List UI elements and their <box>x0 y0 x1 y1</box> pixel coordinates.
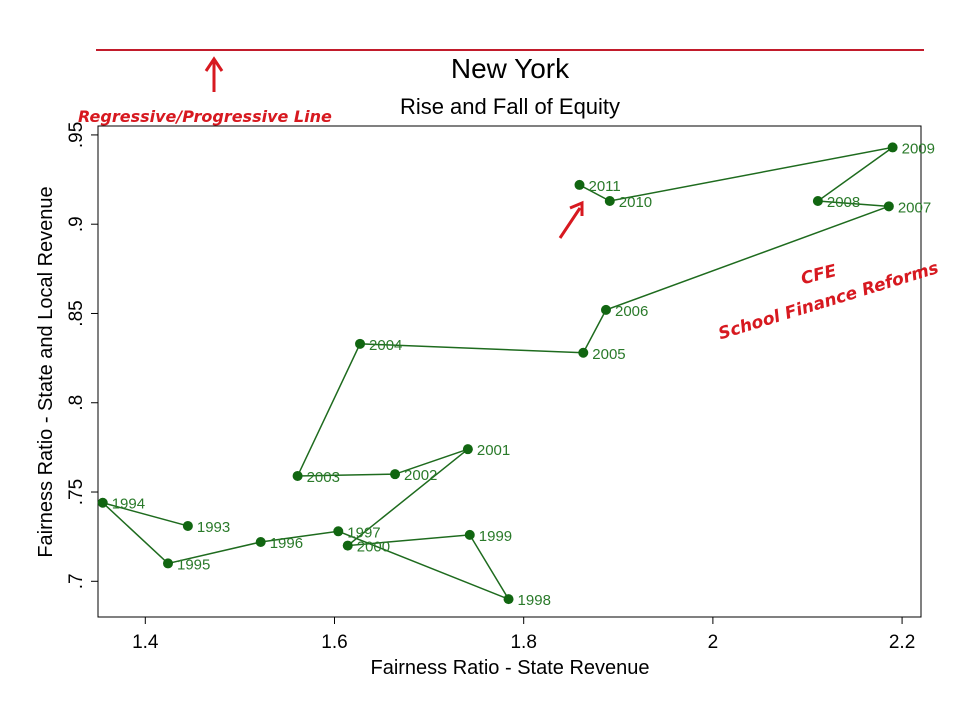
point-label-2005: 2005 <box>592 346 625 363</box>
data-point-2001 <box>462 444 473 455</box>
data-point-1994 <box>97 497 108 508</box>
point-label-2008: 2008 <box>827 194 860 211</box>
data-point-2005 <box>578 347 589 358</box>
data-point-2010 <box>604 195 615 206</box>
chart-title: New York <box>451 53 570 84</box>
y-axis-label: Fairness Ratio - State and Local Revenue <box>35 186 57 557</box>
point-label-2006: 2006 <box>615 303 648 320</box>
point-label-2002: 2002 <box>404 467 437 484</box>
y-tick-label: .9 <box>66 216 87 232</box>
data-point-2003 <box>292 470 303 481</box>
data-point-2004 <box>355 338 366 349</box>
plot-area <box>97 125 922 618</box>
data-point-2009 <box>887 142 898 153</box>
data-point-2002 <box>390 469 401 480</box>
point-label-1994: 1994 <box>112 496 145 513</box>
y-tick-label: .85 <box>66 300 87 326</box>
data-points <box>97 142 898 605</box>
point-label-2011: 2011 <box>589 178 621 195</box>
data-point-2008 <box>812 195 823 206</box>
data-point-2000 <box>342 540 353 551</box>
data-point-1997 <box>333 526 344 537</box>
data-point-1998 <box>503 594 514 605</box>
point-label-2009: 2009 <box>902 140 935 157</box>
point-label-1997: 1997 <box>347 524 380 541</box>
y-tick-label: .75 <box>66 479 87 505</box>
data-point-2006 <box>600 304 611 315</box>
x-tick-label: 1.4 <box>132 632 159 653</box>
data-point-1996 <box>255 537 266 548</box>
point-label-1998: 1998 <box>518 592 551 609</box>
point-label-2007: 2007 <box>898 199 931 216</box>
point-label-2000: 2000 <box>357 539 390 556</box>
y-axis: .7 .75 .8 .85 .9 .95 <box>66 122 98 589</box>
reference-line-label: Regressive/Progressive Line <box>78 107 332 126</box>
chart-subtitle: Rise and Fall of Equity <box>400 94 620 119</box>
x-tick-label: 1.8 <box>510 632 536 653</box>
reference-arrow <box>204 56 224 92</box>
data-point-2007 <box>883 201 894 212</box>
x-axis: 1.4 1.6 1.8 2 2.2 <box>132 617 915 653</box>
point-label-2003: 2003 <box>307 469 340 486</box>
x-tick-label: 2 <box>708 632 719 653</box>
point-label-2001: 2001 <box>477 442 510 459</box>
data-point-1993 <box>182 520 193 531</box>
y-tick-label: .7 <box>66 573 87 589</box>
x-tick-label: 2.2 <box>889 632 915 653</box>
point-label-2010: 2010 <box>619 194 652 211</box>
y-tick-label: .95 <box>66 122 87 148</box>
point-label-1999: 1999 <box>479 528 512 545</box>
point-label-2004: 2004 <box>369 337 402 354</box>
x-axis-label: Fairness Ratio - State Revenue <box>370 657 649 679</box>
data-point-labels: 1993 1994 1995 1996 1997 1998 1999 2000 2001 2002… <box>112 140 935 609</box>
data-point-2011 <box>574 179 585 190</box>
y-tick-label: .8 <box>66 395 87 411</box>
cfe-label: CFE <box>799 261 839 289</box>
point-label-1993: 1993 <box>197 519 230 536</box>
x-tick-label: 1.6 <box>321 632 347 653</box>
point-label-1996: 1996 <box>270 535 303 552</box>
arrow-2011 <box>558 200 584 239</box>
point-label-1995: 1995 <box>177 556 210 573</box>
data-point-1995 <box>163 558 174 569</box>
data-point-1999 <box>464 529 475 540</box>
